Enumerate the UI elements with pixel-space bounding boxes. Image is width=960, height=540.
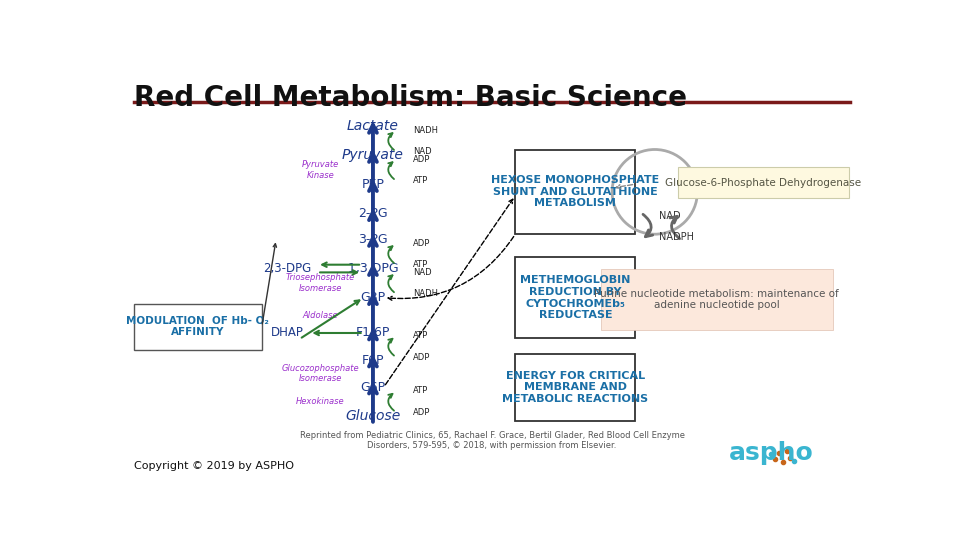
Text: Glucose: Glucose — [346, 409, 400, 423]
Text: NADH: NADH — [413, 126, 439, 134]
Text: NAD: NAD — [413, 147, 432, 156]
FancyBboxPatch shape — [516, 150, 636, 234]
Text: Red Cell Metabolism: Basic Science: Red Cell Metabolism: Basic Science — [134, 84, 687, 112]
Text: ENERGY FOR CRITICAL
MEMBRANE AND
METABOLIC REACTIONS: ENERGY FOR CRITICAL MEMBRANE AND METABOL… — [502, 371, 648, 404]
Text: Reprinted from Pediatric Clinics, 65, Rachael F. Grace, Bertil Glader, Red Blood: Reprinted from Pediatric Clinics, 65, Ra… — [300, 431, 684, 441]
Text: NADH: NADH — [413, 289, 439, 299]
FancyBboxPatch shape — [678, 167, 849, 198]
Text: Triosephosphate
Isomerase: Triosephosphate Isomerase — [286, 273, 355, 293]
Text: 2-PG: 2-PG — [358, 207, 388, 220]
Text: ATP: ATP — [413, 260, 428, 269]
Text: Aldolase: Aldolase — [302, 311, 338, 320]
Text: Hexokinase: Hexokinase — [296, 397, 345, 406]
Text: NAD: NAD — [659, 211, 681, 221]
Text: NAD: NAD — [413, 268, 432, 277]
Text: Copyright © 2019 by ASPHO: Copyright © 2019 by ASPHO — [134, 461, 294, 471]
FancyBboxPatch shape — [601, 269, 833, 330]
Text: MODULATION  OF Hb- O₂
AFFINITY: MODULATION OF Hb- O₂ AFFINITY — [127, 316, 270, 338]
Text: Purine nucleotide metabolism: maintenance of
adenine nucleotide pool: Purine nucleotide metabolism: maintenanc… — [594, 289, 839, 310]
Text: aspho: aspho — [729, 441, 814, 465]
Text: PEP: PEP — [362, 178, 384, 191]
Text: METHEMOGLOBIN
REDUCTION BY
CYTOCHROMEb₅
REDUCTASE: METHEMOGLOBIN REDUCTION BY CYTOCHROMEb₅ … — [520, 275, 631, 320]
Text: HEXOSE MONOPHOSPHATE
SHUNT AND GLUTATHIONE
METABOLISM: HEXOSE MONOPHOSPHATE SHUNT AND GLUTATHIO… — [492, 176, 660, 208]
Text: ADP: ADP — [413, 155, 431, 164]
Text: Glucozophosphate
Isomerase: Glucozophosphate Isomerase — [281, 364, 359, 383]
Text: G3P: G3P — [360, 291, 386, 304]
Text: ATP: ATP — [413, 331, 428, 340]
Text: DHAP: DHAP — [272, 327, 304, 340]
FancyBboxPatch shape — [516, 257, 636, 338]
Text: G6P: G6P — [360, 381, 386, 394]
Text: ADP: ADP — [413, 408, 431, 417]
Text: ATP: ATP — [413, 386, 428, 395]
Text: Lactate: Lactate — [347, 119, 399, 133]
Text: 2,3-DPG: 2,3-DPG — [264, 262, 312, 275]
FancyBboxPatch shape — [516, 354, 636, 421]
FancyBboxPatch shape — [134, 303, 262, 350]
Text: ATP: ATP — [413, 176, 428, 185]
Text: Pyruvate
Kinase: Pyruvate Kinase — [301, 160, 339, 180]
Text: F1,6P: F1,6P — [356, 327, 390, 340]
Text: ADP: ADP — [413, 239, 431, 248]
Text: Disorders, 579-595, © 2018, with permission from Elsevier.: Disorders, 579-595, © 2018, with permiss… — [368, 441, 616, 450]
Text: F6P: F6P — [362, 354, 384, 367]
Text: ADP: ADP — [413, 353, 431, 362]
Text: 1,3 DPG: 1,3 DPG — [348, 262, 398, 275]
Text: Pyruvate: Pyruvate — [342, 148, 404, 163]
Text: Glucose-6-Phosphate Dehydrogenase: Glucose-6-Phosphate Dehydrogenase — [665, 178, 861, 187]
Text: NADPH: NADPH — [659, 232, 694, 242]
Text: 3-PG: 3-PG — [358, 233, 388, 246]
